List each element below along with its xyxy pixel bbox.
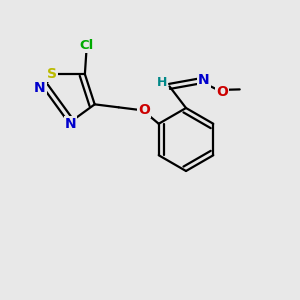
Text: N: N [198,73,210,86]
Text: N: N [34,81,46,95]
Text: N: N [65,118,76,131]
Text: S: S [46,67,57,81]
Text: O: O [216,85,228,98]
Text: H: H [157,76,167,89]
Text: O: O [138,103,150,117]
Text: Cl: Cl [79,39,94,52]
